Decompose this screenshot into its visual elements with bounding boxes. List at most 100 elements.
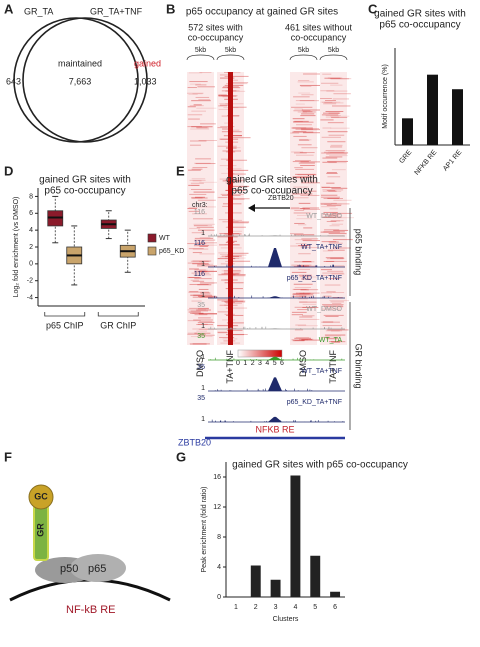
heatmap-row bbox=[332, 105, 351, 107]
heatmap-row bbox=[292, 127, 307, 129]
heatmap-row bbox=[327, 77, 343, 79]
heatmap-row bbox=[296, 214, 309, 216]
x-tick-label: GR ChIP bbox=[100, 320, 136, 330]
heatmap-row bbox=[332, 98, 350, 100]
heatmap-row bbox=[295, 337, 310, 339]
x-tick-label: 1 bbox=[234, 604, 238, 611]
heatmap-row bbox=[225, 179, 245, 181]
heatmap-row bbox=[292, 177, 309, 179]
heatmap-row bbox=[299, 292, 311, 294]
heatmap-row bbox=[321, 241, 337, 243]
condition-label: DMSO bbox=[195, 350, 205, 377]
heatmap-row bbox=[224, 282, 244, 284]
heatmap-row bbox=[321, 292, 333, 294]
heatmap-row bbox=[291, 314, 304, 316]
heatmap-row bbox=[330, 127, 350, 129]
heatmap-row bbox=[322, 190, 342, 192]
heatmap-row bbox=[329, 300, 350, 302]
x-tick-label: 5 bbox=[313, 604, 317, 611]
heatmap-row bbox=[194, 278, 212, 280]
track-scale: 1 bbox=[201, 385, 205, 392]
heatmap-row bbox=[226, 115, 240, 117]
heatmap-row bbox=[227, 193, 244, 195]
heatmap-row bbox=[218, 95, 237, 97]
heatmap-row bbox=[290, 208, 306, 210]
colorbar-tick: 4 bbox=[265, 360, 269, 367]
heatmap-row bbox=[190, 260, 209, 262]
signal-stripe bbox=[228, 72, 233, 345]
heatmap-row bbox=[225, 227, 246, 229]
heatmap-row bbox=[294, 337, 311, 339]
heatmap-row bbox=[330, 84, 343, 86]
heatmap-row bbox=[301, 113, 315, 115]
heatmap-row bbox=[196, 127, 208, 129]
legend-label: p65_KD bbox=[159, 248, 184, 255]
heatmap-row bbox=[192, 218, 213, 220]
group-label: 461 sites without bbox=[285, 22, 353, 32]
heatmap-row bbox=[295, 168, 315, 170]
heatmap-row bbox=[188, 291, 209, 293]
bar bbox=[427, 74, 438, 145]
heatmap bbox=[320, 72, 347, 345]
heatmap-row bbox=[190, 336, 213, 338]
track-name: WT_TA+TNF bbox=[301, 244, 342, 251]
heatmap-row bbox=[196, 309, 211, 311]
heatmap-row bbox=[192, 260, 212, 262]
heatmap-row bbox=[220, 263, 235, 265]
heatmap-row bbox=[193, 225, 208, 227]
heatmap-row bbox=[295, 292, 305, 294]
heatmap-row bbox=[229, 106, 247, 108]
heatmap-title: p65 occupancy at gained GR sites bbox=[186, 7, 338, 18]
heatmap-row bbox=[297, 174, 317, 176]
heatmap-row bbox=[329, 242, 343, 244]
heatmap-row bbox=[226, 302, 242, 304]
heatmap-row bbox=[333, 229, 349, 231]
heatmap-row bbox=[302, 132, 323, 134]
heatmap-row bbox=[219, 104, 233, 106]
heatmap-row bbox=[294, 152, 307, 154]
heatmap-row bbox=[293, 212, 311, 214]
heatmap-row bbox=[228, 198, 250, 200]
gene-label: ZBTB20 bbox=[268, 195, 294, 202]
heatmap-row bbox=[227, 254, 247, 256]
heatmap-row bbox=[188, 184, 200, 186]
heatmap-row bbox=[320, 98, 332, 100]
motif-label: NFKB RE bbox=[255, 424, 294, 434]
heatmap-row bbox=[303, 111, 313, 113]
heatmap-row bbox=[196, 330, 207, 332]
heatmap-row bbox=[193, 294, 213, 296]
heatmap-row bbox=[301, 109, 323, 111]
heatmap-row bbox=[322, 127, 332, 129]
heatmap-row bbox=[192, 328, 211, 330]
heatmap bbox=[290, 72, 317, 345]
track-name: WT_DMSO bbox=[306, 213, 342, 220]
heatmap-row bbox=[229, 230, 243, 232]
heatmap-row bbox=[189, 291, 199, 293]
heatmap-row bbox=[187, 92, 204, 94]
heatmap-row bbox=[326, 258, 344, 260]
heatmap-row bbox=[188, 169, 201, 171]
heatmap-row bbox=[330, 266, 345, 268]
heatmap-row bbox=[331, 341, 340, 343]
track-scale: 1 bbox=[201, 230, 205, 237]
heatmap-row bbox=[321, 308, 340, 310]
heatmap-row bbox=[330, 340, 341, 342]
colorbar-tick: 2 bbox=[251, 360, 255, 367]
heatmap-row bbox=[326, 90, 348, 92]
p65-label: p65 bbox=[88, 563, 106, 575]
heatmap-row bbox=[302, 306, 319, 308]
heatmap-row bbox=[330, 220, 344, 222]
heatmap-row bbox=[301, 147, 318, 149]
track-peak bbox=[268, 235, 282, 236]
panel-label: G bbox=[176, 449, 186, 464]
heatmap-row bbox=[332, 239, 353, 241]
y-tick-label: 16 bbox=[213, 474, 221, 481]
heatmap-row bbox=[192, 180, 202, 182]
heatmap-row bbox=[192, 263, 209, 265]
heatmap-row bbox=[324, 216, 337, 218]
bar bbox=[402, 118, 413, 145]
heatmap-row bbox=[329, 78, 352, 80]
heatmap-row bbox=[333, 199, 352, 201]
heatmap-row bbox=[188, 72, 203, 74]
y-tick-label: 0 bbox=[29, 261, 33, 268]
